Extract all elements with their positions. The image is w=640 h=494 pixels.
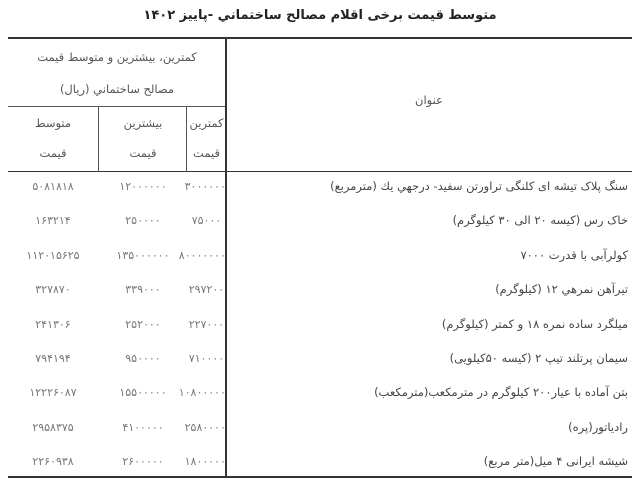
row-min-price: ۸۰۰۰۰۰۰۰	[178, 248, 226, 262]
row-min-price: ۱۸۰۰۰۰۰	[184, 455, 226, 469]
table-top-border	[8, 37, 632, 39]
row-subject: سیمان پرتلند تیپ ۲ (کیسه ۵۰کیلویی)	[449, 351, 628, 365]
row-subject: خاک رس (کیسه ۲۰ الی ۳۰ کیلوگرم)	[452, 213, 628, 228]
header-avg-line1: متوسط	[34, 116, 72, 130]
header-group-line1: کمترین، بیشترین و متوسط قیمت	[37, 50, 197, 64]
row-subject: سنگ پلاک تیشه ای کلنگی تراورتن سفید- درج…	[330, 179, 628, 193]
header-avg-line2: قیمت	[39, 146, 67, 160]
row-avg-price: ۳۲۷۸۷۰	[35, 283, 71, 297]
header-max-line2: قیمت	[129, 146, 157, 160]
row-avg-price: ۲۲۶۰۹۳۸	[32, 455, 74, 469]
row-avg-price: ۱۲۲۲۶۰۸۷	[29, 386, 77, 400]
row-max-price: ۳۳۹۰۰۰	[125, 283, 161, 297]
row-min-price: ۷۱۰۰۰۰	[188, 352, 225, 365]
row-subject: رادیاتور(پره)	[568, 419, 628, 434]
row-max-price: ۲۵۲۰۰۰	[125, 317, 161, 331]
table-bottom-border	[8, 476, 632, 478]
header-group-divider	[8, 106, 226, 107]
header-min-line2: قیمت	[193, 146, 220, 160]
header-max-line1: بیشترین	[123, 116, 163, 130]
row-subject: میلگرد ساده نمره ۱۸ و کمتر (کیلوگرم)	[441, 316, 628, 331]
subject-column-divider	[225, 38, 227, 478]
row-subject: کولرآبی با قدرت ۷۰۰۰	[520, 247, 628, 262]
header-group-line2: مصالح ساختماني (ریال)	[59, 82, 175, 96]
row-subject: شیشه ایرانی ۴ میل(متر مربع)	[483, 454, 628, 469]
row-avg-price: ۲۴۱۳۰۶	[35, 317, 71, 331]
row-min-price: ۱۰۸۰۰۰۰۰	[178, 386, 226, 400]
row-max-price: ۹۵۰۰۰۰	[125, 352, 161, 365]
row-max-price: ۲۵۰۰۰۰	[125, 214, 161, 228]
row-avg-price: ۵۰۸۱۸۱۸	[32, 180, 74, 193]
row-max-price: ۲۶۰۰۰۰۰	[122, 455, 164, 469]
header-subject: عنوان	[415, 93, 443, 107]
row-max-price: ۱۵۵۰۰۰۰۰	[119, 386, 167, 400]
max-column-divider	[186, 106, 187, 172]
row-max-price: ۱۳۵۰۰۰۰۰۰	[116, 248, 170, 262]
row-subject: تیرآهن نمرهي ۱۲ (کیلوگرم)	[495, 282, 628, 297]
page-title: متوسط قیمت برخی اقلام مصالح ساختماني -پا…	[143, 8, 497, 23]
row-min-price: ۲۲۷۰۰۰	[188, 317, 225, 331]
row-min-price: ۳۰۰۰۰۰۰	[184, 180, 226, 193]
row-min-price: ۲۹۷۲۰۰	[188, 283, 225, 297]
row-max-price: ۱۲۰۰۰۰۰۰	[119, 180, 167, 193]
row-min-price: ۲۵۸۰۰۰۰	[184, 420, 226, 434]
row-avg-price: ۷۹۴۱۹۴	[35, 352, 71, 365]
header-bottom-border	[8, 171, 632, 172]
row-avg-price: ۱۱۲۰۱۵۶۲۵	[26, 248, 80, 262]
row-min-price: ۷۵۰۰۰	[191, 214, 222, 228]
row-max-price: ۴۱۰۰۰۰۰	[122, 420, 164, 434]
header-min-line1: کمترین	[189, 116, 224, 130]
avg-column-divider	[98, 106, 99, 172]
row-subject: بتن آماده با عیار۲۰۰ کیلوگرم در مترمکعب(…	[374, 385, 628, 400]
row-avg-price: ۲۹۵۸۳۷۵	[32, 420, 74, 434]
row-avg-price: ۱۶۳۲۱۴	[35, 214, 71, 228]
